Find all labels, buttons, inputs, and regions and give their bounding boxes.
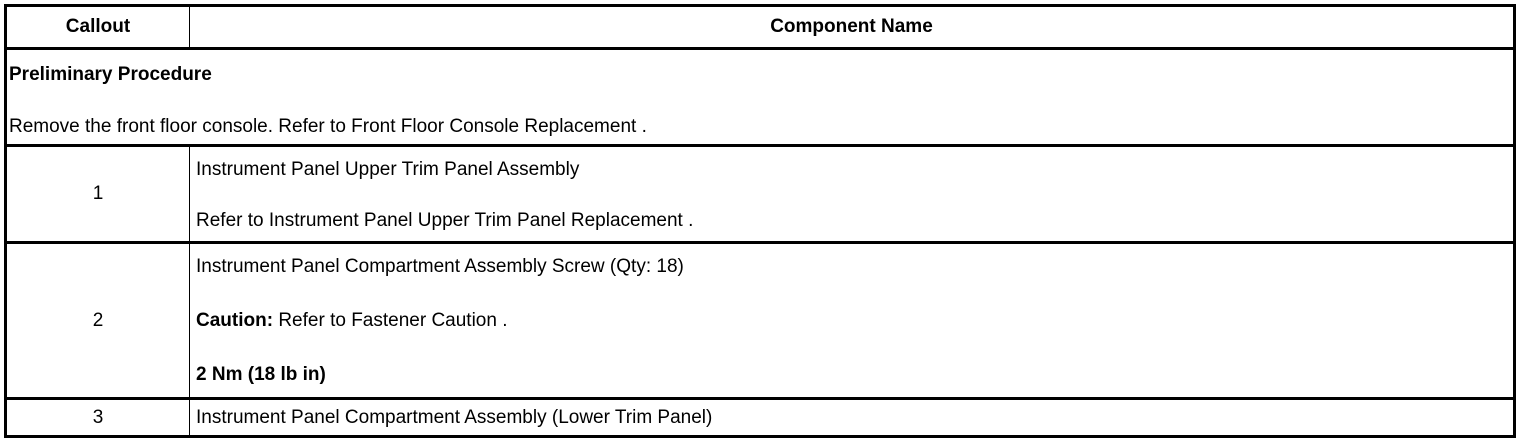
header-callout: Callout — [7, 7, 190, 47]
header-component-name: Component Name — [770, 16, 933, 37]
header-row: Callout Component Name — [7, 7, 1513, 50]
component-name: Instrument Panel Compartment Assembly (L… — [196, 407, 713, 428]
preliminary-text: Remove the front floor console. Refer to… — [9, 116, 647, 137]
component-name: Instrument Panel Compartment Assembly Sc… — [196, 256, 684, 277]
component-name: Instrument Panel Upper Trim Panel Assemb… — [196, 159, 580, 180]
caution-text: Refer to Fastener Caution . — [273, 310, 508, 331]
preliminary-procedure-row: Preliminary Procedure Remove the front f… — [7, 50, 1513, 147]
table-row: 2 Instrument Panel Compartment Assembly … — [7, 244, 1513, 400]
torque-spec: 2 Nm (18 lb in) — [196, 364, 326, 385]
callout-number: 1 — [7, 147, 190, 241]
caution-label: Caution: — [196, 310, 274, 331]
callout-number: 2 — [7, 244, 190, 397]
table-row: 1 Instrument Panel Upper Trim Panel Asse… — [7, 147, 1513, 244]
table-row: 3 Instrument Panel Compartment Assembly … — [7, 400, 1513, 435]
preliminary-title: Preliminary Procedure — [9, 64, 212, 85]
callout-number: 3 — [7, 400, 190, 435]
caution-note: Caution: Refer to Fastener Caution . — [196, 310, 508, 332]
component-reference: Refer to Instrument Panel Upper Trim Pan… — [196, 210, 694, 231]
component-table: Callout Component Name Preliminary Proce… — [4, 4, 1516, 438]
